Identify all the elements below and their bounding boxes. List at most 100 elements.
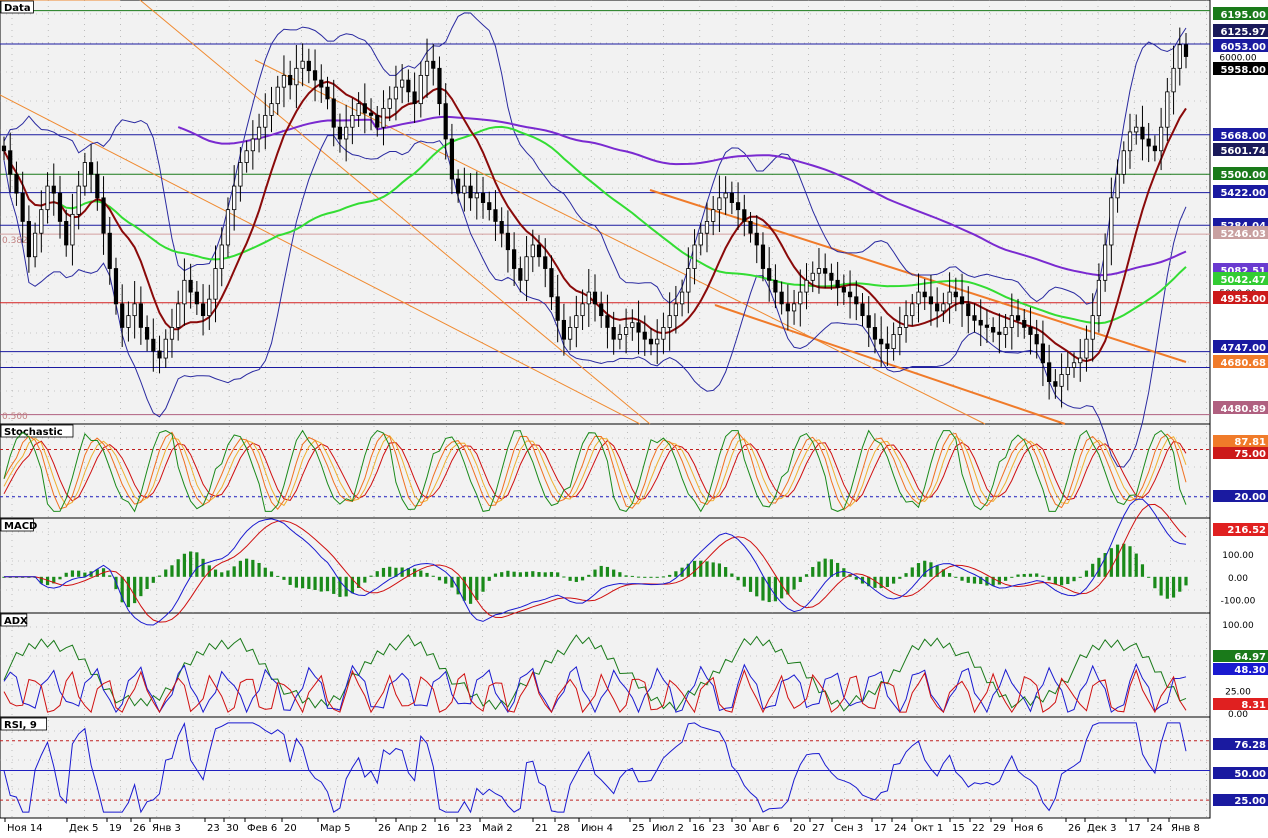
candle-body bbox=[157, 350, 162, 359]
macd-histogram-bar bbox=[649, 576, 653, 578]
candle bbox=[735, 182, 741, 230]
macd-histogram-bar bbox=[966, 576, 970, 583]
candle bbox=[126, 301, 131, 342]
rsi-right-label-box bbox=[1213, 794, 1268, 806]
macd-histogram-bar bbox=[70, 570, 75, 577]
candle bbox=[568, 316, 573, 351]
macd-histogram-bar bbox=[363, 576, 367, 583]
candle-body bbox=[88, 162, 94, 175]
candle-body bbox=[76, 185, 81, 215]
candle-body bbox=[250, 138, 255, 152]
candle bbox=[331, 79, 336, 147]
candle bbox=[132, 281, 137, 339]
candle-body bbox=[57, 192, 63, 222]
candle-body bbox=[225, 209, 231, 246]
candle bbox=[88, 144, 94, 193]
candle-body bbox=[779, 291, 784, 305]
adx-tick-label: 100.00 bbox=[1222, 621, 1254, 631]
price-right-label: 5668.00 bbox=[1213, 128, 1268, 142]
macd-histogram-bar bbox=[332, 576, 336, 594]
candle bbox=[244, 140, 249, 173]
macd-histogram-bar bbox=[263, 567, 267, 577]
candle-body bbox=[443, 103, 448, 140]
candle-body bbox=[400, 79, 405, 88]
candle-body bbox=[8, 150, 13, 175]
macd-histogram-bar bbox=[294, 576, 298, 588]
candle bbox=[219, 227, 224, 287]
candle bbox=[487, 191, 492, 221]
candle-body bbox=[51, 185, 56, 194]
candle-body bbox=[729, 192, 734, 203]
panel-title-1-text: Stochastic bbox=[4, 427, 63, 438]
candle-body bbox=[605, 315, 610, 328]
panel-title-3-text: ADX bbox=[4, 616, 28, 627]
price-right-label-box bbox=[1213, 401, 1268, 414]
candle bbox=[431, 44, 436, 86]
candle-body bbox=[1028, 327, 1033, 335]
candle-body bbox=[1090, 315, 1095, 340]
candle-body bbox=[947, 291, 952, 305]
adx-right-label-text: 64.97 bbox=[1234, 652, 1266, 663]
macd-histogram-bar bbox=[220, 572, 224, 577]
candle bbox=[1065, 351, 1070, 391]
stoch-right-label-text: 75.00 bbox=[1234, 449, 1266, 460]
price-right-label: 5500.00 bbox=[1213, 167, 1268, 181]
candle-body bbox=[356, 103, 361, 116]
macd-histogram-bar bbox=[512, 571, 516, 577]
candle-body bbox=[26, 221, 31, 258]
candle-body bbox=[70, 213, 75, 246]
macd-histogram-bar bbox=[381, 567, 386, 577]
macd-histogram-bar bbox=[699, 560, 703, 577]
price-right-label-text: 5422.00 bbox=[1220, 188, 1266, 199]
macd-histogram-bar bbox=[232, 566, 236, 577]
macd-histogram-bar bbox=[1159, 576, 1163, 596]
candle-body bbox=[437, 67, 442, 105]
x-tick-label: 23 bbox=[459, 823, 472, 834]
candle-body bbox=[1165, 91, 1170, 128]
macd-histogram-bar bbox=[537, 572, 541, 577]
candle bbox=[1171, 45, 1176, 115]
macd-histogram-bar bbox=[450, 576, 454, 588]
candle-body bbox=[518, 268, 523, 281]
price-right-label-box bbox=[1213, 185, 1268, 198]
macd-tick-label: 100.00 bbox=[1222, 551, 1254, 561]
candle bbox=[692, 229, 697, 285]
macd-histogram-bar bbox=[338, 576, 342, 597]
candle-body bbox=[568, 327, 573, 340]
macd-histogram-bar bbox=[736, 576, 740, 581]
macd-histogram-bar bbox=[773, 576, 778, 602]
macd-histogram-bar bbox=[282, 576, 286, 580]
stoch-line-green bbox=[3, 429, 1187, 513]
candle bbox=[406, 69, 411, 103]
candle-body bbox=[991, 327, 996, 333]
x-tick-label: 26 bbox=[378, 823, 391, 834]
macd-histogram-bar bbox=[948, 573, 952, 577]
panel-title-1: Stochastic bbox=[0, 424, 74, 438]
macd-histogram-bar bbox=[979, 576, 983, 585]
macd-histogram-bar bbox=[1028, 573, 1033, 577]
trend-line bbox=[714, 304, 1066, 425]
candle bbox=[512, 232, 517, 286]
x-tick-label: 30 bbox=[226, 823, 239, 834]
candle bbox=[275, 75, 280, 115]
macd-histogram-bar bbox=[1072, 576, 1076, 582]
candle bbox=[144, 315, 150, 352]
macd-histogram-bar bbox=[1140, 564, 1145, 577]
price-right-label-box bbox=[1213, 226, 1268, 239]
candle bbox=[991, 317, 996, 343]
macd-histogram-bar bbox=[1084, 570, 1089, 577]
macd-histogram-bar bbox=[27, 576, 31, 578]
stoch-right-label: 75.00 bbox=[1213, 447, 1268, 460]
candle bbox=[1015, 298, 1021, 338]
candle-body bbox=[312, 70, 318, 81]
candle bbox=[1109, 177, 1114, 266]
candle-body bbox=[742, 209, 747, 222]
candle-body bbox=[288, 74, 293, 86]
macd-histogram-bar bbox=[873, 576, 877, 588]
candle-body bbox=[331, 98, 336, 128]
candle bbox=[1152, 135, 1157, 162]
candle bbox=[1183, 32, 1189, 69]
fib-label-0500: 0.500 bbox=[2, 412, 28, 422]
x-tick-label: 29 bbox=[993, 823, 1006, 834]
price-right-label-box bbox=[1213, 291, 1268, 304]
